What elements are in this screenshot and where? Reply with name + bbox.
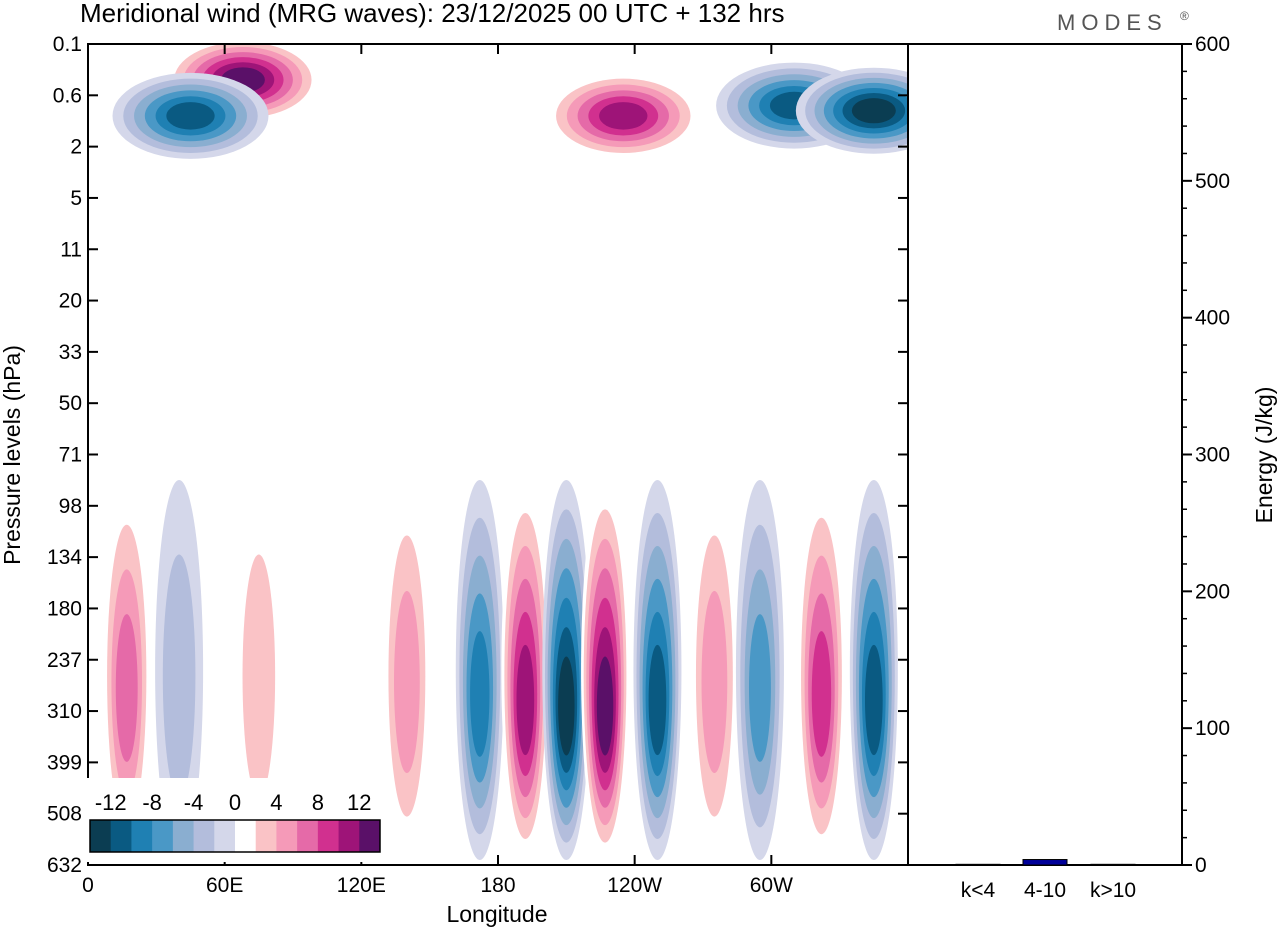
main-panel: 0.1 0.6 2 5 11 20 33 50 71 98 134 180 237 310 399 508 63… <box>0 33 909 927</box>
longitude-tick-label: 60W <box>750 874 793 897</box>
pressure-tick-label: 5 <box>70 187 82 210</box>
energy-category-axis: k<4 4-10 k>10 <box>961 879 1136 902</box>
pressure-axis: 0.1 0.6 2 5 11 20 33 50 71 98 134 180 237 310 399 508 63… <box>47 33 908 877</box>
x-axis-label: Longitude <box>446 901 547 927</box>
pressure-tick-label: 180 <box>47 597 82 620</box>
wave-band-11-level-4 <box>811 631 832 757</box>
colorbar-swatch <box>338 820 360 852</box>
indian-neg-max-level-5 <box>166 102 215 130</box>
pressure-tick-label: 0.6 <box>53 84 82 107</box>
cent-pac-pos-max-level-5 <box>599 102 648 130</box>
colorbar-label: 12 <box>347 790 371 815</box>
colorbar-label: 8 <box>312 790 324 815</box>
wave-band-1-level-1 <box>162 554 196 798</box>
energy-category-label: 4-10 <box>1024 879 1066 902</box>
pressure-tick-label: 11 <box>60 238 82 261</box>
colorbar-label: -4 <box>184 790 204 815</box>
energy-tick-label: 100 <box>1195 717 1230 740</box>
pressure-tick-label: 2 <box>70 136 82 159</box>
wave-band-7-level-6 <box>596 656 614 756</box>
longitude-axis: 0 60E 120E 180 120W 60W <box>82 44 793 897</box>
contour-field <box>102 44 908 861</box>
energy-panel: 0 100 200 300 400 500 600 k<4 4-10 k>10 Energy (… <box>907 33 1277 902</box>
wave-band-10-level-3 <box>748 614 771 762</box>
colorbar-swatch <box>297 820 319 852</box>
colorbar-swatch <box>214 820 236 852</box>
brand-logo: MODES <box>1057 10 1168 35</box>
longitude-tick-label: 60E <box>206 874 243 897</box>
colorbar-swatch <box>235 820 257 852</box>
colorbar-frame <box>89 819 381 853</box>
pressure-tick-label: 134 <box>47 546 82 569</box>
energy-plot-frame <box>907 43 1183 866</box>
colorbar-swatch <box>110 820 132 852</box>
longitude-tick-label: 180 <box>480 874 515 897</box>
energy-bars <box>955 859 1136 866</box>
colorbar-swatch <box>255 820 277 852</box>
east-neg-max-level-6 <box>851 98 896 124</box>
colorbar-swatch <box>276 820 298 852</box>
energy-tick-label: 500 <box>1195 170 1230 193</box>
wave-band-9-level-2 <box>701 590 728 774</box>
pressure-tick-label: 20 <box>59 290 82 313</box>
colorbar-swatch <box>317 820 340 852</box>
pressure-tick-label: 632 <box>47 854 82 877</box>
wave-band-12-level-5 <box>864 644 883 756</box>
colorbar-label: -12 <box>95 790 127 815</box>
longitude-tick-label: 120E <box>337 874 386 897</box>
energy-category-label: k<4 <box>961 879 996 902</box>
colorbar: -12 -8 -4 0 4 8 12 <box>86 778 384 862</box>
colorbar-label: 0 <box>229 790 241 815</box>
brand-registered-mark: ® <box>1180 9 1189 23</box>
energy-axis-label: Energy (J/kg) <box>1251 387 1277 524</box>
wave-band-2-level-1 <box>242 554 276 798</box>
pressure-tick-label: 71 <box>59 444 82 467</box>
colorbar-swatch <box>152 820 174 852</box>
colorbar-swatch <box>172 820 195 852</box>
chart-title: Meridional wind (MRG waves): 23/12/2025 … <box>80 0 785 28</box>
pressure-tick-label: 508 <box>47 803 82 826</box>
pressure-tick-label: 237 <box>47 649 82 672</box>
energy-tick-label: 400 <box>1195 307 1230 330</box>
pressure-tick-label: 98 <box>59 495 82 518</box>
energy-bar <box>1090 863 1136 866</box>
wave-band-5-level-5 <box>516 644 535 756</box>
y-axis-label: Pressure levels (hPa) <box>0 345 25 565</box>
wave-band-3-level-2 <box>394 590 420 774</box>
energy-category-label: k>10 <box>1090 879 1136 902</box>
longitude-tick-label: 120W <box>607 874 662 897</box>
energy-tick-label: 600 <box>1195 33 1230 56</box>
pressure-tick-label: 50 <box>59 392 82 415</box>
wave-band-6-level-6 <box>558 656 575 756</box>
energy-tick-label: 0 <box>1195 854 1207 877</box>
pressure-tick-label: 33 <box>59 341 82 364</box>
wave-band-4-level-4 <box>470 631 490 757</box>
colorbar-swatch <box>359 820 381 852</box>
colorbar-label: 4 <box>270 790 282 815</box>
wave-band-0-level-3 <box>115 614 138 762</box>
energy-axis: 0 100 200 300 400 500 600 <box>1182 33 1230 877</box>
energy-bar <box>1022 859 1068 866</box>
colorbar-swatch <box>131 820 153 852</box>
energy-bar <box>955 863 1001 866</box>
energy-tick-label: 300 <box>1195 444 1230 467</box>
pressure-tick-label: 310 <box>47 700 82 723</box>
pressure-tick-label: 399 <box>47 751 82 774</box>
wave-band-8-level-5 <box>648 644 667 756</box>
energy-tick-label: 200 <box>1195 580 1230 603</box>
longitude-tick-label: 0 <box>82 874 94 897</box>
colorbar-swatch <box>193 820 215 852</box>
colorbar-swatch <box>90 820 112 852</box>
pressure-tick-label: 0.1 <box>53 33 82 56</box>
colorbar-label: -8 <box>142 790 162 815</box>
